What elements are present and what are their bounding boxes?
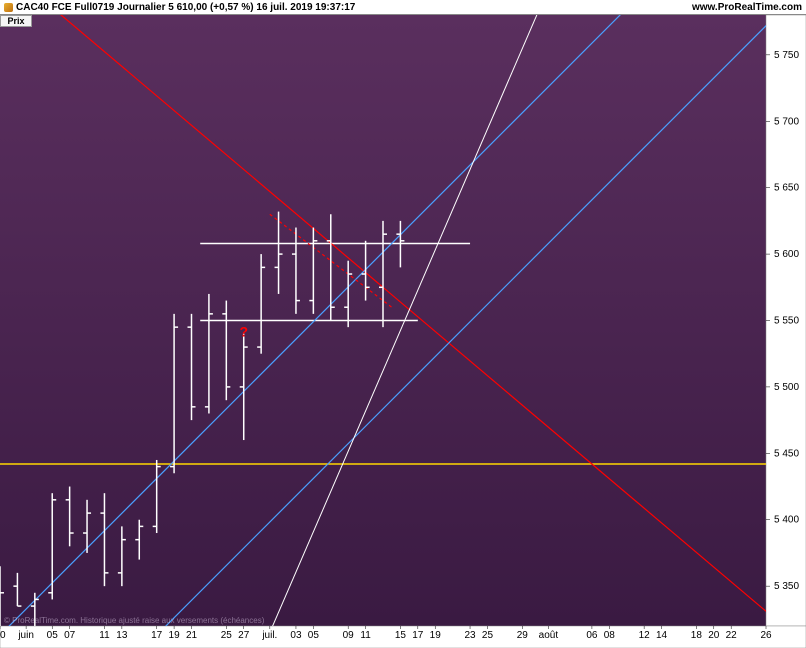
svg-text:juin: juin bbox=[17, 630, 34, 641]
svg-text:27: 27 bbox=[238, 630, 250, 641]
svg-text:19: 19 bbox=[169, 630, 181, 641]
svg-text:5 600: 5 600 bbox=[774, 249, 799, 260]
svg-text:23: 23 bbox=[464, 630, 476, 641]
svg-text:30: 30 bbox=[0, 630, 6, 641]
svg-text:5 550: 5 550 bbox=[774, 316, 799, 327]
svg-text:25: 25 bbox=[482, 630, 494, 641]
svg-text:juil.: juil. bbox=[261, 630, 277, 641]
instrument-icon bbox=[4, 3, 13, 12]
svg-text:août: août bbox=[539, 630, 559, 641]
svg-text:06: 06 bbox=[586, 630, 598, 641]
price-axis-label: Prix bbox=[0, 15, 32, 27]
svg-text:21: 21 bbox=[186, 630, 198, 641]
svg-text:13: 13 bbox=[116, 630, 128, 641]
svg-text:5 700: 5 700 bbox=[774, 116, 799, 127]
svg-text:20: 20 bbox=[708, 630, 720, 641]
svg-text:5 500: 5 500 bbox=[774, 382, 799, 393]
svg-text:08: 08 bbox=[604, 630, 616, 641]
svg-text:03: 03 bbox=[290, 630, 302, 641]
svg-text:09: 09 bbox=[343, 630, 355, 641]
svg-text:?: ? bbox=[239, 323, 248, 339]
svg-text:5 750: 5 750 bbox=[774, 50, 799, 61]
svg-text:05: 05 bbox=[308, 630, 320, 641]
svg-text:18: 18 bbox=[691, 630, 703, 641]
svg-text:17: 17 bbox=[151, 630, 163, 641]
site-brand: www.ProRealTime.com bbox=[692, 2, 802, 13]
svg-text:5 350: 5 350 bbox=[774, 581, 799, 592]
svg-text:11: 11 bbox=[99, 630, 110, 641]
svg-text:19: 19 bbox=[430, 630, 442, 641]
chart-area[interactable]: 5 350 5 400 5 450 5 500 5 550 5 600 5 650 5 700… bbox=[0, 15, 806, 648]
watermark: © ProRealTime.com. Historique ajusté rai… bbox=[4, 616, 264, 625]
chart-header: CAC40 FCE Full0719 Journalier 5 610,00 (… bbox=[0, 0, 806, 15]
svg-text:22: 22 bbox=[726, 630, 738, 641]
chart-svg[interactable]: 5 350 5 400 5 450 5 500 5 550 5 600 5 650 5 700… bbox=[0, 15, 806, 648]
svg-text:29: 29 bbox=[517, 630, 529, 641]
svg-text:11: 11 bbox=[360, 630, 371, 641]
svg-text:5 400: 5 400 bbox=[774, 515, 799, 526]
chart-title: CAC40 FCE Full0719 Journalier 5 610,00 (… bbox=[16, 2, 355, 13]
svg-text:07: 07 bbox=[64, 630, 76, 641]
svg-text:5 650: 5 650 bbox=[774, 183, 799, 194]
svg-text:12: 12 bbox=[639, 630, 651, 641]
svg-text:25: 25 bbox=[221, 630, 233, 641]
svg-text:15: 15 bbox=[395, 630, 407, 641]
svg-text:5 450: 5 450 bbox=[774, 448, 799, 459]
svg-text:26: 26 bbox=[760, 630, 772, 641]
svg-text:14: 14 bbox=[656, 630, 668, 641]
svg-text:05: 05 bbox=[47, 630, 59, 641]
svg-text:17: 17 bbox=[412, 630, 424, 641]
